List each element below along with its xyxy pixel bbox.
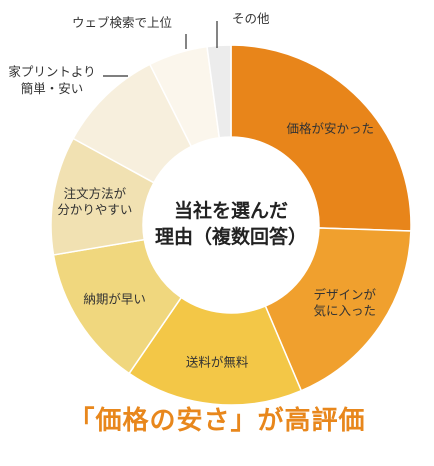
- slice-label-1: デザインが気に入った: [314, 287, 377, 318]
- callout-lines: [103, 21, 218, 77]
- center-title-text: 当社を選んだ理由（複数回答）: [155, 199, 307, 248]
- slice-label-2: 送料が無料: [186, 354, 249, 369]
- slice-2: [128, 296, 303, 406]
- slice-label-4: 注文方法が分かりやすい: [57, 186, 132, 217]
- slice-label-5: 家プリントより簡単・安い: [8, 64, 95, 96]
- slice-label-7: その他: [232, 11, 270, 26]
- slice-label-3: 納期が早い: [83, 291, 146, 306]
- slice-label-6: ウェブ検索で上位: [72, 15, 172, 30]
- slice-label-0: 価格が安かった: [286, 121, 374, 136]
- chart-slices: [50, 44, 412, 406]
- slice-7: [206, 44, 232, 139]
- headline: 「価格の安さ」が高評価: [68, 406, 366, 436]
- slice-1: [264, 227, 412, 392]
- slice-0: [230, 44, 412, 232]
- center-title: 当社を選んだ理由（複数回答）: [155, 199, 307, 248]
